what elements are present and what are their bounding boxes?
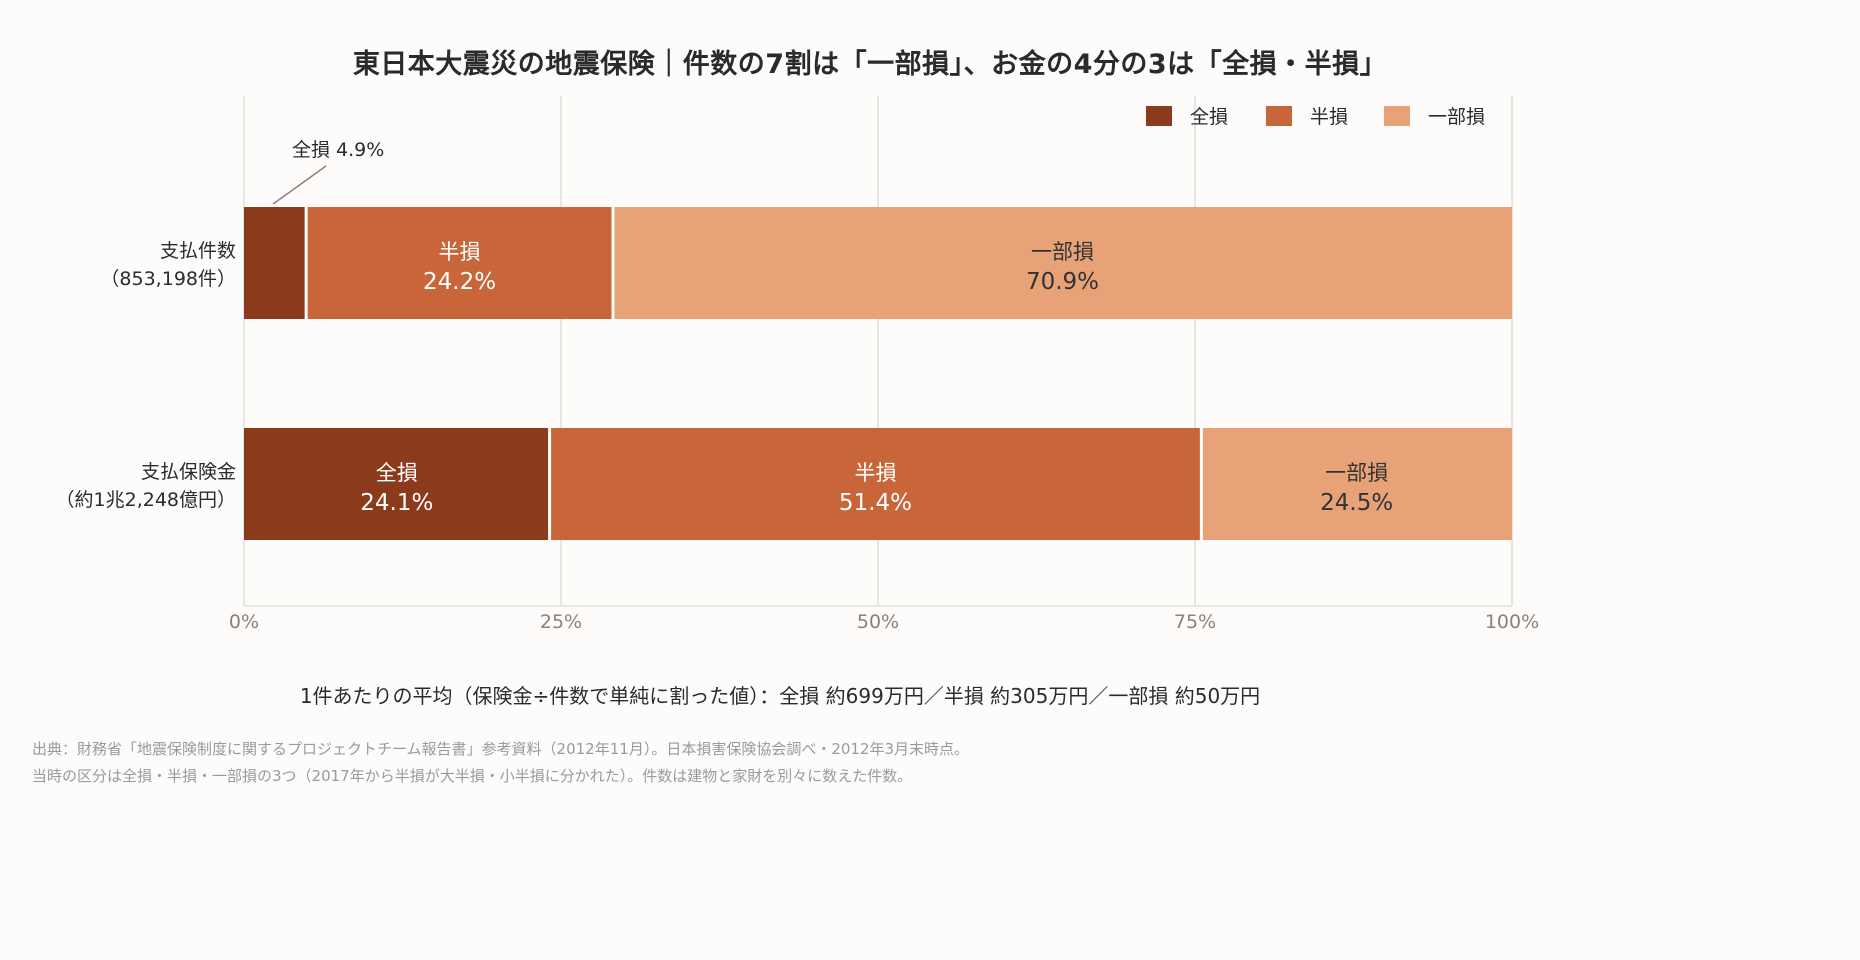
segment-value-label: 24.5% xyxy=(1320,490,1393,516)
bar-segment xyxy=(306,207,613,319)
segment-name-label: 半損 xyxy=(854,461,896,485)
category-sublabel: （約1兆2,248億円） xyxy=(56,489,236,511)
bar-segment xyxy=(244,428,550,540)
x-tick-label: 50% xyxy=(857,611,899,633)
stacked-bar-chart: 0% 25% 50% 75% 100% 支払件数 （853,198件） 全損 4.9% 半損 24… xyxy=(56,96,1539,633)
segment-value-label: 24.1% xyxy=(360,490,433,516)
legend-label: 一部損 xyxy=(1428,106,1485,128)
x-tick-label: 0% xyxy=(229,611,259,633)
source-line-2: 当時の区分は全損・半損・一部損の3つ（2017年から半損が大半損・小半損に分かれ… xyxy=(32,767,913,785)
segment-name-label: 一部損 xyxy=(1325,461,1388,485)
segment-name-label: 半損 xyxy=(439,240,481,264)
callout-leader-line xyxy=(272,165,327,205)
category-sublabel: （853,198件） xyxy=(100,268,236,290)
legend-swatch xyxy=(1384,106,1410,126)
segment-value-label: 70.9% xyxy=(1026,269,1099,295)
source-line-1: 出典：財務省「地震保険制度に関するプロジェクトチーム報告書」参考資料（2012年… xyxy=(32,740,970,758)
bar-segment xyxy=(612,207,1512,319)
category-label: 支払保険金 xyxy=(141,461,236,483)
legend-swatch xyxy=(1146,106,1172,126)
legend-label: 全損 xyxy=(1190,106,1228,128)
segment-value-label: 51.4% xyxy=(839,490,912,516)
bar-segment xyxy=(1201,428,1512,540)
chart-title: 東日本大震災の地震保険｜件数の7割は「一部損」、お金の4分の3は「全損・半損」 xyxy=(352,49,1388,80)
segment-name-label: 一部損 xyxy=(1031,240,1094,264)
category-label: 支払件数 xyxy=(160,240,236,262)
callout-label: 全損 4.9% xyxy=(292,139,384,161)
x-tick-label: 75% xyxy=(1174,611,1216,633)
legend-swatch xyxy=(1266,106,1292,126)
x-tick-label: 25% xyxy=(540,611,582,633)
x-tick-label: 100% xyxy=(1485,611,1539,633)
average-per-claim-note: 1件あたりの平均（保険金÷件数で単純に割った値）：全損 約699万円／半損 約3… xyxy=(299,684,1261,708)
bar-segment xyxy=(244,207,307,319)
bar-segment xyxy=(549,428,1202,540)
legend-label: 半損 xyxy=(1310,106,1348,128)
segment-name-label: 全損 xyxy=(376,461,418,485)
segment-value-label: 24.2% xyxy=(423,269,496,295)
